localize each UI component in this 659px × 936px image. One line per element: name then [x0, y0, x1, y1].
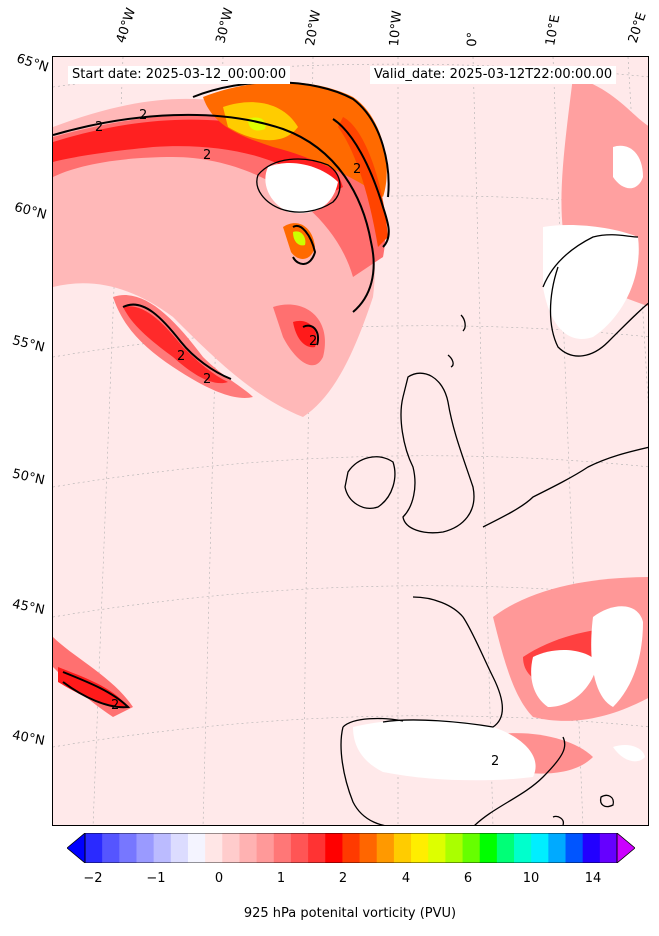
lon-label: 10°W	[387, 9, 406, 47]
contour-label: 2	[309, 334, 317, 349]
colorbar-tick: 2	[338, 871, 348, 886]
colorbar-cell	[273, 833, 292, 863]
colorbar-cell	[205, 833, 223, 863]
colorbar-tick: 14	[584, 871, 602, 886]
colorbar-cell	[102, 833, 120, 863]
pv-map: 2 2 2 2 2 2 2 2 2	[53, 57, 648, 825]
contour-label: 2	[353, 162, 361, 177]
coastlines	[256, 158, 648, 825]
colorbar-cell	[359, 833, 378, 863]
lat-label: 40°N	[10, 728, 46, 749]
colorbar-max-arrow	[616, 833, 635, 863]
colorbar-cell	[548, 833, 566, 863]
colorbar-cell	[479, 833, 498, 863]
colorbar-cell	[393, 833, 412, 863]
colorbar-cell	[290, 833, 309, 863]
colorbar-label: 925 hPa potenital vorticity (PVU)	[243, 906, 457, 921]
lon-label: 40°W	[113, 6, 140, 45]
colorbar-cell	[256, 833, 275, 863]
contour-label: 2	[111, 698, 119, 713]
colorbar-cell	[119, 833, 137, 863]
colorbar-tick: −2	[83, 871, 103, 886]
colorbar-cell	[582, 833, 601, 863]
lat-label: 45°N	[10, 596, 46, 619]
colorbar-cell	[153, 833, 172, 863]
colorbar-cell	[222, 833, 240, 863]
lon-label: 10°E	[543, 13, 564, 47]
pv-2-contours	[53, 81, 390, 709]
map-panel: 2 2 2 2 2 2 2 2 2	[52, 56, 649, 826]
colorbar-cell	[496, 833, 515, 863]
colorbar-tick: 1	[276, 871, 286, 886]
lon-label: 0°	[465, 31, 481, 47]
contour-label: 2	[203, 148, 211, 163]
colorbar-cell	[531, 833, 549, 863]
lat-label: 55°N	[10, 333, 47, 356]
lon-label: 20°E	[625, 10, 650, 46]
colorbar-cell	[445, 833, 463, 863]
colorbar	[67, 833, 635, 863]
lon-label: 30°W	[213, 6, 237, 46]
colorbar-cell	[411, 833, 429, 863]
colorbar-tick: 6	[463, 871, 473, 886]
contour-label: 2	[203, 372, 211, 387]
colorbar-cell	[514, 833, 532, 863]
contour-label: 2	[95, 120, 103, 135]
lon-label: 20°W	[303, 9, 325, 48]
colorbar-cell	[325, 833, 343, 863]
colorbar-cell	[187, 833, 206, 863]
colorbar-cell	[239, 833, 258, 863]
lat-label: 50°N	[10, 466, 47, 489]
colorbar-cell	[170, 833, 189, 863]
lat-label: 60°N	[12, 200, 49, 223]
colorbar-cell	[376, 833, 395, 863]
colorbar-tick: 0	[214, 871, 224, 886]
colorbar-cell	[85, 833, 103, 863]
start-date-label: Start date: 2025-03-12_00:00:00	[68, 66, 291, 84]
colorbar-cell	[308, 833, 326, 863]
contour-label: 2	[491, 754, 499, 769]
valid-date-label: Valid_date: 2025-03-12T22:00:00.00	[370, 66, 617, 84]
colorbar-cell	[428, 833, 446, 863]
contour-label: 2	[177, 349, 185, 364]
colorbar-min-arrow	[67, 833, 86, 863]
colorbar-cell	[462, 833, 481, 863]
colorbar-tick: −1	[146, 871, 166, 886]
colorbar-cell	[565, 833, 584, 863]
contour-labels: 2 2 2 2 2 2 2 2 2	[95, 108, 499, 769]
colorbar-cell	[136, 833, 155, 863]
colorbar-tick: 10	[522, 871, 540, 886]
colorbar-cell	[599, 833, 618, 863]
contour-label: 2	[139, 108, 147, 123]
lat-label: 65°N	[14, 51, 51, 76]
colorbar-tick: 4	[401, 871, 411, 886]
colorbar-cell	[342, 833, 360, 863]
